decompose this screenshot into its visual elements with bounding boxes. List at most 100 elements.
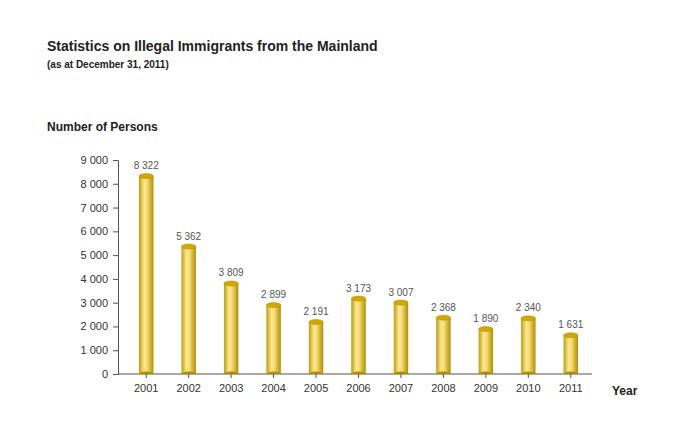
bar-top bbox=[139, 174, 153, 179]
tick-label: 2010 bbox=[516, 382, 540, 394]
data-label: 3 007 bbox=[388, 287, 413, 298]
tick-mark bbox=[113, 374, 118, 375]
bar-group bbox=[564, 333, 578, 374]
tick-mark bbox=[146, 374, 147, 378]
tick-label: 2009 bbox=[474, 382, 498, 394]
tick-label: 8 000 bbox=[80, 178, 108, 190]
axis-line bbox=[113, 161, 119, 375]
bar-group bbox=[351, 296, 365, 374]
data-label: 5 362 bbox=[176, 231, 201, 242]
tick-label: 0 bbox=[102, 368, 108, 380]
bar-bottom bbox=[309, 372, 323, 375]
tick: 8 000 bbox=[80, 178, 118, 190]
title: Statistics on Illegal Immigrants from th… bbox=[47, 38, 378, 54]
tick: 3 000 bbox=[80, 297, 118, 309]
bars bbox=[139, 174, 578, 374]
y-axis-title: Number of Persons bbox=[47, 120, 158, 134]
tick-mark bbox=[188, 374, 189, 378]
bar bbox=[139, 176, 153, 374]
tick: 2010 bbox=[516, 374, 540, 394]
tick-label: 2002 bbox=[176, 382, 200, 394]
tick-label: 5 000 bbox=[80, 249, 108, 261]
bar bbox=[351, 299, 365, 374]
data-label: 2 899 bbox=[261, 289, 286, 300]
tick-label: 2004 bbox=[261, 382, 285, 394]
bar-group bbox=[436, 315, 450, 374]
bar-bottom bbox=[139, 372, 153, 375]
tick-label: 2 000 bbox=[80, 320, 108, 332]
tick-mark bbox=[316, 374, 317, 378]
chart: Statistics on Illegal Immigrants from th… bbox=[0, 0, 700, 444]
bar-top bbox=[351, 296, 365, 301]
tick: 1 000 bbox=[80, 344, 118, 356]
bar-top bbox=[309, 319, 323, 324]
bar-bottom bbox=[394, 372, 408, 375]
tick: 2 000 bbox=[80, 320, 118, 332]
tick-label: 9 000 bbox=[80, 154, 108, 166]
tick-label: 2007 bbox=[389, 382, 413, 394]
tick-mark bbox=[570, 374, 571, 378]
tick: 9 000 bbox=[80, 154, 118, 166]
bar-bottom bbox=[436, 372, 450, 375]
tick: 2007 bbox=[389, 374, 413, 394]
tick-mark bbox=[358, 374, 359, 378]
bar-top bbox=[224, 281, 238, 286]
bar-bottom bbox=[479, 372, 493, 375]
bar bbox=[479, 329, 493, 374]
data-label: 2 191 bbox=[304, 306, 329, 317]
tick: 6 000 bbox=[80, 225, 118, 237]
tick-mark bbox=[113, 279, 118, 280]
tick-mark bbox=[231, 374, 232, 378]
bar-top bbox=[436, 315, 450, 320]
tick-mark bbox=[113, 326, 118, 327]
tick: 2005 bbox=[304, 374, 328, 394]
bar-top bbox=[479, 327, 493, 332]
tick-label: 3 000 bbox=[80, 297, 108, 309]
tick: 2008 bbox=[431, 374, 455, 394]
tick: 2011 bbox=[559, 374, 583, 394]
bar-bottom bbox=[224, 372, 238, 375]
bar bbox=[309, 322, 323, 374]
bar-bottom bbox=[564, 372, 578, 375]
tick-label: 2011 bbox=[559, 382, 583, 394]
tick-label: 4 000 bbox=[80, 273, 108, 285]
bar-group bbox=[224, 281, 238, 374]
tick-label: 2003 bbox=[219, 382, 243, 394]
bar bbox=[521, 318, 535, 374]
data-label: 3 173 bbox=[346, 283, 371, 294]
tick-mark bbox=[113, 303, 118, 304]
tick-mark bbox=[113, 184, 118, 185]
tick: 2009 bbox=[474, 374, 498, 394]
bar-group bbox=[181, 244, 195, 374]
x-axis: 2001 2002 2003 2004 2005 2006 2007 2008 2009 2010… bbox=[118, 374, 592, 394]
tick: 4 000 bbox=[80, 273, 118, 285]
bar-bottom bbox=[521, 372, 535, 375]
tick-mark bbox=[113, 255, 118, 256]
data-label: 8 322 bbox=[134, 160, 159, 171]
tick-mark bbox=[528, 374, 529, 378]
bar-bottom bbox=[181, 372, 195, 375]
data-label: 3 809 bbox=[219, 267, 244, 278]
tick: 2002 bbox=[176, 374, 200, 394]
tick: 2003 bbox=[219, 374, 243, 394]
tick-label: 7 000 bbox=[80, 202, 108, 214]
subtitle: (as at December 31, 2011) bbox=[47, 59, 169, 70]
tick-mark bbox=[485, 374, 486, 378]
tick-label: 2006 bbox=[346, 382, 370, 394]
tick-mark bbox=[113, 160, 118, 161]
tick-label: 2001 bbox=[134, 382, 158, 394]
bar-bottom bbox=[351, 372, 365, 375]
tick: 0 bbox=[102, 368, 118, 380]
bar-top bbox=[394, 300, 408, 305]
tick-mark bbox=[113, 350, 118, 351]
bar-top bbox=[521, 316, 535, 321]
bar-group bbox=[479, 327, 493, 374]
tick-label: 2005 bbox=[304, 382, 328, 394]
bar-group bbox=[266, 303, 280, 374]
bar bbox=[436, 318, 450, 374]
tick-mark bbox=[273, 374, 274, 378]
data-labels: 8 3225 3623 8092 8992 1913 1733 0072 368… bbox=[134, 160, 584, 330]
data-label: 2 340 bbox=[516, 302, 541, 313]
tick: 7 000 bbox=[80, 202, 118, 214]
bar-group bbox=[394, 300, 408, 374]
